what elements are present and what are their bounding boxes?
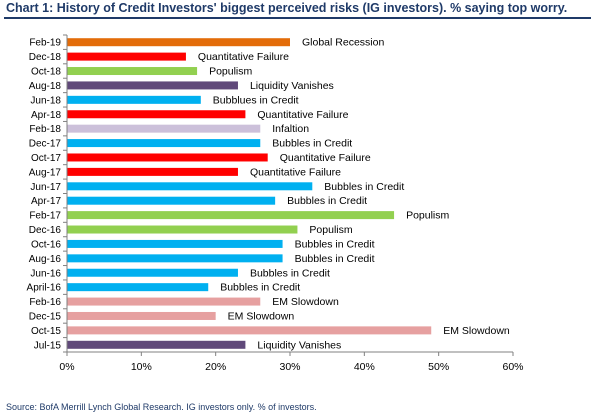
category-label: Oct-17 [31,153,61,164]
category-label: Jun-18 [30,95,61,106]
bar [67,340,246,349]
bar [67,67,198,76]
category-label: April-16 [27,283,62,294]
bar [67,225,298,234]
category-label: Feb-18 [29,124,61,135]
bar-label: Liquidity Vanishes [250,80,334,92]
category-label: Dec-18 [29,52,62,63]
bar [67,95,201,104]
bar-label: Bubbles in Credit [324,181,404,193]
bar-label: Bubbles in Credit [295,253,375,265]
bar [67,211,395,220]
bar-label: Quantitative Failure [280,152,371,164]
bar-label: Liquidity Vanishes [257,339,341,351]
category-label: Oct-18 [31,67,61,78]
bar-label: Populism [209,66,252,78]
bar [67,239,283,248]
bar-label: Bubbles in Credit [272,138,352,150]
category-label: Dec-15 [29,311,62,322]
category-label: Apr-18 [31,110,61,121]
category-label: Oct-16 [31,239,61,250]
bar [67,254,283,263]
title-underline [4,17,591,19]
x-tick-label: 10% [131,361,152,373]
source-note: Source: BofA Merrill Lynch Global Resear… [6,402,317,412]
category-label: Feb-16 [29,297,61,308]
bar [67,38,290,47]
bar-label: Bubbles in Credit [220,282,300,294]
category-label: Aug-18 [29,81,62,92]
bar-label: EM Slowdown [228,310,295,322]
bar-label: Infaltion [272,123,309,135]
bar [67,297,261,306]
chart-title: Chart 1: History of Credit Investors' bi… [6,1,568,15]
bar [67,182,313,191]
bar [67,283,209,292]
category-label: Dec-17 [29,139,62,150]
x-tick-label: 60% [502,361,523,373]
bar [67,196,276,205]
bar-label: EM Slowdown [443,325,510,337]
bar-label: Bubblues in Credit [213,94,299,106]
bar-label: Quantitative Failure [198,51,289,63]
bar [67,153,268,162]
bar [67,110,246,119]
category-label: Jul-15 [34,340,62,351]
bar-label: EM Slowdown [272,296,339,308]
bar-label: Quantitative Failure [257,109,348,121]
bar [67,167,238,176]
category-label: Jun-16 [30,268,61,279]
category-label: Jun-17 [30,182,61,193]
bar [67,124,261,133]
x-tick-label: 30% [279,361,300,373]
category-label: Apr-17 [31,196,61,207]
bar-label: Bubbles in Credit [287,195,367,207]
category-label: Aug-16 [29,254,62,265]
bar [67,326,432,335]
x-tick-label: 0% [59,361,74,373]
category-label: Feb-17 [29,211,61,222]
category-label: Feb-19 [29,38,61,49]
bar-label: Populism [406,210,449,222]
bar [67,52,186,61]
bar-label: Bubbles in Credit [250,267,330,279]
bar-label: Global Recession [302,37,384,49]
bar-label: Bubbles in Credit [295,238,375,250]
bar-chart: Feb-19 Global Recession Dec-18 Quantitative… [27,34,524,373]
category-label: Oct-15 [31,326,61,337]
bar [67,81,238,90]
x-tick-label: 50% [428,361,449,373]
bar [67,268,238,277]
bar [67,311,216,320]
x-tick-label: 20% [205,361,226,373]
category-label: Aug-17 [29,167,62,178]
bar-label: Quantitative Failure [250,166,341,178]
x-tick-label: 40% [354,361,375,373]
bar-label: Populism [309,224,352,236]
category-label: Dec-16 [29,225,62,236]
bar [67,139,261,148]
